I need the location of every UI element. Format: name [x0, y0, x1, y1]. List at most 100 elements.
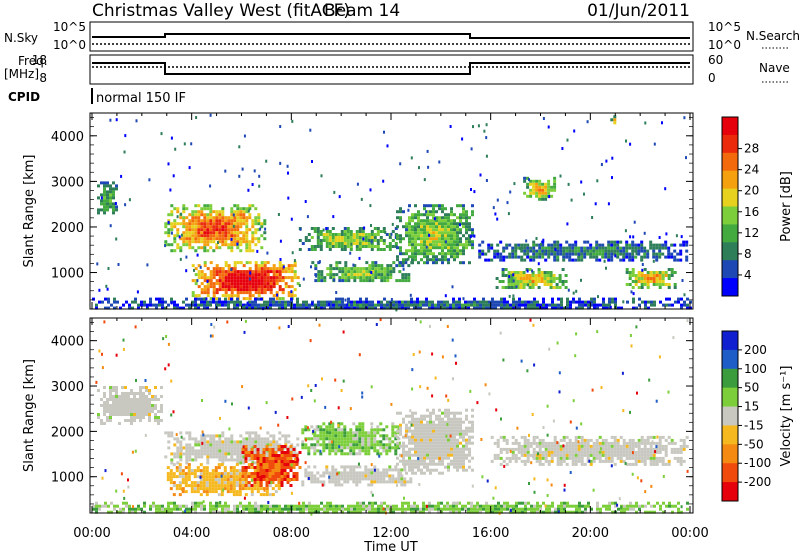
power-cell: [227, 228, 231, 232]
velocity-cell: [340, 434, 344, 438]
power-cell: [637, 286, 641, 289]
power-cell: [386, 270, 390, 274]
power-cell: [435, 210, 438, 214]
power-cell: [203, 288, 207, 292]
power-cell: [515, 300, 518, 304]
velocity-cell: [248, 446, 252, 450]
velocity-cell: [169, 478, 173, 482]
power-cell: [547, 252, 551, 256]
power-cell: [498, 280, 502, 283]
power-cell: [188, 231, 192, 235]
velocity-cell: [370, 422, 374, 426]
power-cell: [221, 207, 225, 211]
velocity-cell: [103, 422, 106, 425]
power-cell: [224, 285, 228, 289]
power-cell: [224, 240, 228, 244]
power-cell: [215, 300, 218, 304]
power-cell: [365, 297, 368, 301]
velocity-cell: [224, 446, 228, 450]
velocity-cell: [429, 417, 432, 421]
power-cell: [402, 210, 405, 214]
power-noise-cell: [251, 183, 254, 186]
velocity-cell: [236, 461, 240, 465]
velocity-cell: [601, 447, 605, 451]
power-cell: [438, 243, 441, 247]
velocity-cell: [514, 459, 518, 463]
velocity-cell: [221, 455, 225, 459]
velocity-cell: [97, 389, 100, 392]
power-cell: [529, 246, 533, 250]
power-cell: [435, 240, 438, 244]
velocity-cell: [352, 465, 356, 469]
power-cell: [395, 303, 398, 307]
power-cell: [173, 237, 177, 241]
power-cell: [350, 270, 354, 274]
power-noise-cell: [216, 303, 218, 307]
velocity-cell: [214, 490, 218, 494]
velocity-cell: [562, 435, 566, 439]
velocity-cell: [400, 477, 404, 481]
velocity-cell: [241, 481, 245, 485]
velocity-cell: [184, 478, 188, 482]
velocity-cell: [313, 452, 317, 456]
velocity-cell: [595, 453, 599, 457]
velocity-cell: [468, 426, 471, 430]
velocity-cell: [286, 472, 290, 475]
power-cell: [417, 216, 420, 220]
power-cell: [251, 231, 255, 235]
power-cell: [482, 297, 485, 301]
velocity-cell: [250, 472, 254, 475]
power-noise-cell: [290, 217, 293, 221]
power-cell: [524, 306, 527, 310]
power-cell: [203, 237, 207, 241]
velocity-cell: [325, 437, 329, 441]
velocity-cell: [103, 392, 106, 395]
power-cell: [344, 267, 348, 271]
velocity-cell: [414, 471, 417, 475]
power-cell: [432, 204, 435, 208]
power-noise-cell: [238, 145, 241, 149]
power-noise-cell: [238, 174, 241, 178]
velocity-cell: [400, 474, 404, 478]
power-cell: [331, 233, 335, 236]
power-cell: [215, 231, 219, 235]
velocity-cell: [253, 481, 257, 484]
velocity-cell: [408, 453, 411, 457]
velocity-cell: [435, 417, 438, 421]
velocity-cell: [242, 461, 246, 465]
velocity-cell: [200, 434, 204, 438]
power-cell: [652, 255, 656, 259]
velocity-cell: [447, 456, 450, 460]
velocity-cell: [109, 407, 112, 410]
power-cell: [465, 243, 468, 247]
velocity-cell: [322, 480, 326, 484]
power-cell: [505, 243, 509, 247]
velocity-cell: [265, 460, 269, 463]
velocity-cell: [313, 428, 317, 432]
velocity-cell: [408, 462, 411, 466]
velocity-cell: [173, 437, 177, 441]
power-cell: [638, 297, 641, 301]
velocity-cell: [553, 441, 557, 445]
power-cell: [667, 283, 671, 286]
power-cell: [625, 252, 629, 256]
velocity-cell: [295, 460, 299, 463]
velocity-cell: [169, 472, 173, 476]
power-cell: [200, 288, 204, 292]
velocity-cell: [272, 440, 276, 444]
power-cell: [631, 286, 635, 289]
nave-tick-bottom: 0: [708, 71, 716, 85]
power-cell: [227, 231, 231, 235]
velocity-cell: [139, 386, 142, 389]
power-cell: [245, 288, 249, 292]
power-cell: [338, 261, 342, 265]
power-cell: [239, 300, 242, 304]
power-cell: [245, 261, 249, 265]
velocity-cell: [130, 401, 133, 404]
power-cell: [602, 297, 605, 301]
velocity-cell: [220, 481, 224, 485]
power-cell: [622, 246, 626, 250]
y-tick-label: 4000: [51, 130, 84, 145]
velocity-cell: [589, 447, 593, 451]
power-cell: [458, 303, 461, 307]
